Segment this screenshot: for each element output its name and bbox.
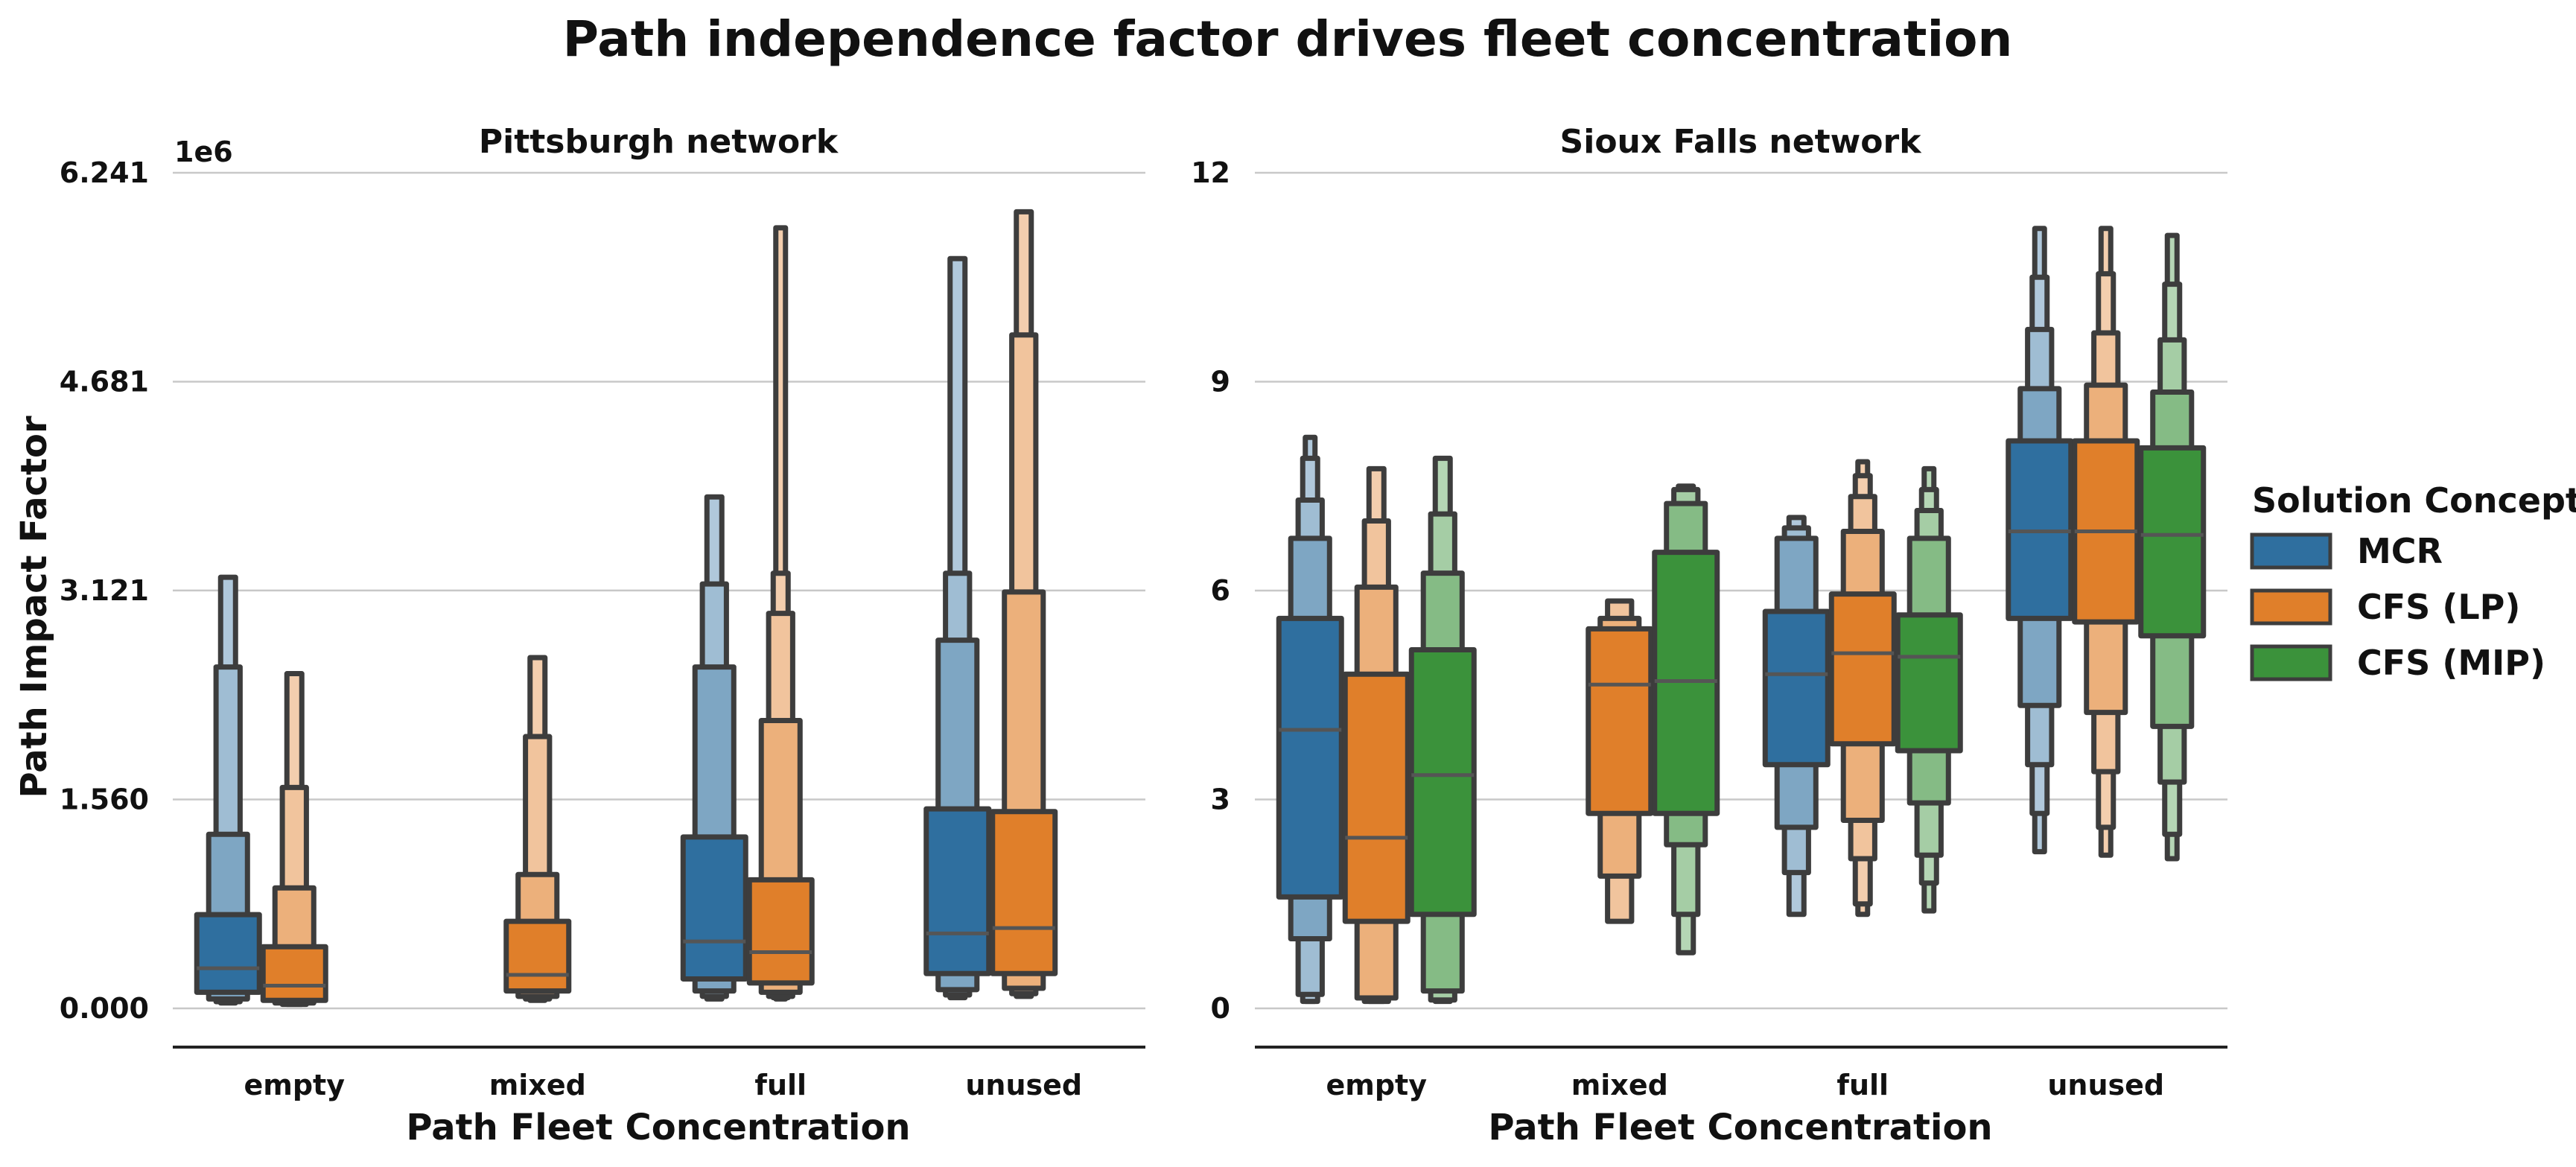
boxen-level-1: [194, 912, 262, 995]
legend-swatch-cfs-mip: [2250, 644, 2332, 681]
sioux-falls-x-tick-label: empty: [1326, 1069, 1427, 1101]
sioux-falls-boxes: [1276, 226, 2207, 1005]
sioux-falls-y-tick-label: 12: [1191, 156, 1230, 189]
pittsburgh-x-tick-label: mixed: [489, 1069, 586, 1101]
pittsburgh-y-tick-label: 3.121: [60, 574, 149, 607]
sioux-falls-boxen-empty-mcr: [1276, 434, 1344, 1005]
legend-label-mcr: MCR: [2357, 531, 2443, 571]
pittsburgh-y-tick-label: 4.681: [60, 365, 149, 398]
boxen-level-1: [260, 944, 328, 1003]
boxen-level-1: [1828, 591, 1897, 747]
pittsburgh-boxen-unused-cfs-lp: [990, 209, 1058, 999]
boxen-level-1: [1408, 646, 1477, 918]
boxen-level-1: [1762, 608, 1831, 768]
legend: Solution Concept MCR CFS (LP) CFS (MIP): [2250, 480, 2576, 683]
sioux-falls-title: Sioux Falls network: [1560, 123, 1923, 161]
boxen-level-1: [2138, 445, 2207, 639]
sioux-falls-y-ticks: 0 3 6 9 12: [1191, 156, 1230, 1025]
pittsburgh-boxen-mixed-cfs-lp: [503, 655, 572, 1003]
legend-label-cfs-mip: CFS (MIP): [2357, 643, 2545, 683]
legend-label-cfs-lp: CFS (LP): [2357, 587, 2520, 627]
pittsburgh-panel: Pittsburgh network 1e6 Path Impact Facto…: [13, 123, 1145, 1148]
sioux-falls-x-tick-label: full: [1836, 1069, 1889, 1101]
pittsburgh-boxen-empty-mcr: [194, 574, 262, 1006]
pittsburgh-y-ticks: 0.000 1.560 3.121 4.681 6.241: [60, 156, 149, 1025]
legend-swatch-cfs-lp: [2250, 588, 2332, 626]
pittsburgh-x-tick-label: empty: [244, 1069, 345, 1101]
pittsburgh-x-tick-label: unused: [965, 1069, 1082, 1101]
sioux-falls-x-tick-label: unused: [2047, 1069, 2164, 1101]
sioux-falls-boxen-unused-mcr: [2006, 226, 2074, 855]
pittsburgh-boxen-full-cfs-lp: [746, 225, 815, 1002]
sioux-falls-x-tick-label: mixed: [1571, 1069, 1668, 1101]
pittsburgh-y-tick-label: 0.000: [60, 992, 149, 1025]
legend-items: MCR CFS (LP) CFS (MIP): [2250, 531, 2545, 683]
sioux-falls-boxen-full-mcr: [1762, 515, 1831, 918]
figure-title: Path independence factor drives fleet co…: [563, 10, 2013, 68]
boxen-level-1: [503, 918, 572, 994]
boxen-level-1: [923, 806, 992, 976]
pittsburgh-x-ticks: empty mixed full unused: [244, 1069, 1082, 1101]
legend-title: Solution Concept: [2252, 480, 2576, 521]
sioux-falls-boxen-full-cfs-mip: [1895, 465, 1963, 914]
pittsburgh-x-tick-label: full: [754, 1069, 807, 1101]
pittsburgh-x-axis-label: Path Fleet Concentration: [406, 1107, 910, 1148]
sioux-falls-boxen-unused-cfs-lp: [2072, 226, 2140, 858]
sioux-falls-x-ticks: empty mixed full unused: [1326, 1069, 2164, 1101]
boxen-level-1: [1586, 626, 1654, 816]
sioux-falls-panel: Sioux Falls network Path Fleet Concentra…: [1191, 123, 2227, 1148]
legend-swatch-mcr: [2250, 532, 2332, 570]
pittsburgh-y-tick-label: 6.241: [60, 156, 149, 189]
pittsburgh-boxen-full-mcr: [680, 494, 748, 1002]
boxen-level-1: [1342, 671, 1411, 924]
sioux-falls-x-axis-label: Path Fleet Concentration: [1488, 1107, 1992, 1148]
sioux-falls-boxen-empty-cfs-mip: [1408, 455, 1477, 1005]
pittsburgh-boxen-empty-cfs-lp: [260, 671, 328, 1008]
boxen-level-1: [746, 877, 815, 986]
pittsburgh-gridlines: [173, 171, 1145, 1010]
pittsburgh-boxen-unused-mcr: [923, 255, 992, 1001]
pittsburgh-y-axis-label: Path Impact Factor: [13, 416, 55, 798]
sioux-falls-boxen-mixed-cfs-mip: [1652, 483, 1720, 955]
sioux-falls-y-tick-label: 9: [1211, 366, 1230, 398]
pittsburgh-title: Pittsburgh network: [479, 123, 839, 161]
boxen-level-1: [680, 834, 748, 982]
sioux-falls-y-tick-label: 0: [1211, 992, 1230, 1025]
sioux-falls-y-tick-label: 3: [1211, 783, 1230, 816]
boxen-level-1: [990, 809, 1058, 976]
pittsburgh-y-offset: 1e6: [174, 136, 233, 168]
pittsburgh-boxes: [194, 209, 1058, 1008]
boxen-level-3: [523, 734, 553, 1002]
sioux-falls-y-tick-label: 6: [1211, 574, 1230, 607]
boxen-level-1: [1895, 612, 1963, 754]
sioux-falls-boxen-full-cfs-lp: [1828, 459, 1897, 918]
pittsburgh-y-tick-label: 1.560: [60, 783, 149, 816]
sioux-falls-boxen-empty-cfs-lp: [1342, 465, 1411, 1005]
boxen-level-1: [1276, 615, 1344, 900]
sioux-falls-boxen-mixed-cfs-lp: [1586, 598, 1654, 924]
sioux-falls-boxen-unused-cfs-mip: [2138, 232, 2207, 862]
